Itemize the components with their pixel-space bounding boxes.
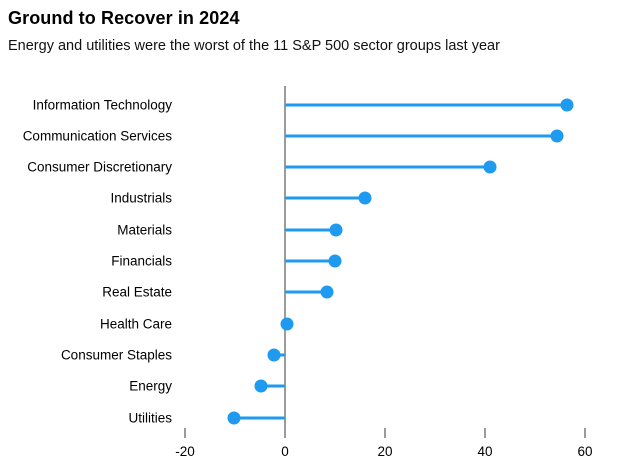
x-tick-label: 20 [377,444,393,459]
x-axis-tick [384,428,386,438]
x-axis-tick [584,428,586,438]
x-tick-label: 0 [281,444,289,459]
lollipop-stem [285,196,365,200]
lollipop-stem [234,416,285,419]
chart-title: Ground to Recover in 2024 [8,8,240,28]
category-label: Materials [117,222,172,238]
lollipop-stem [285,259,335,263]
data-point-dot [329,223,343,237]
category-label: Health Care [99,316,172,332]
category-label: Industrials [110,190,172,206]
x-tick-label: -20 [175,444,195,459]
category-label: Consumer Staples [60,347,172,363]
data-point-dot [267,348,281,362]
category-label: Information Technology [32,97,172,112]
data-point-dot [560,98,574,111]
lollipop-stem [285,103,567,106]
category-label: Consumer Discretionary [27,159,172,175]
data-point-dot [280,317,293,331]
chart-subtitle: Energy and utilities were the worst of t… [8,38,500,54]
data-point-dot [227,411,241,424]
category-label: Utilities [128,410,172,425]
category-label: Energy [129,378,172,394]
lollipop-stem [285,165,490,169]
lollipop-stem [285,228,336,232]
data-point-dot [550,129,564,143]
lollipop-stem [261,384,285,388]
lollipop-stem [285,290,327,294]
data-point-dot [483,160,497,174]
data-point-dot [328,254,341,268]
x-axis-tick [184,428,186,438]
data-point-dot [358,191,372,205]
x-axis-tick [484,428,486,438]
data-point-dot [320,285,333,299]
category-label: Financials [111,253,172,269]
x-tick-label: 60 [577,444,593,459]
category-label: Real Estate [102,284,172,300]
category-label: Communication Services [22,128,172,144]
lollipop-stem [285,134,557,138]
data-point-dot [254,379,268,393]
x-tick-label: 40 [477,444,493,459]
